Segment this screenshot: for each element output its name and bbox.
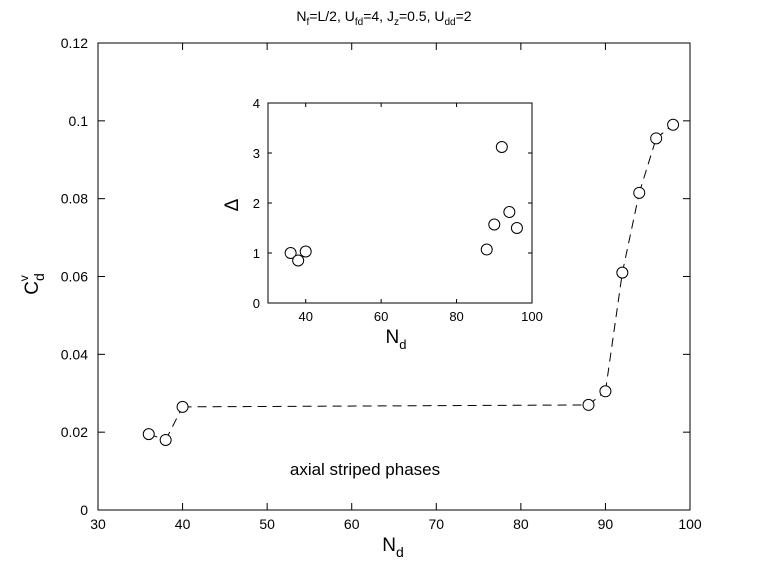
- main-y-axis-label: Cdv: [17, 273, 47, 295]
- series-line-segment: [604, 272, 623, 392]
- data-point: [599, 385, 612, 398]
- data-point: [495, 141, 508, 153]
- data-point: [176, 400, 189, 413]
- main-axis-ticks: 30 40 50 60 70 80 90 10000.020.040.060.080.10.1…: [61, 35, 702, 532]
- y-tick-label: 0.02: [61, 424, 88, 440]
- data-point: [582, 398, 595, 411]
- main-series: [142, 118, 680, 446]
- annotation-axial-striped-phases: axial striped phases: [290, 460, 440, 479]
- y-tick-label: 4: [253, 96, 260, 111]
- series-line-segment: [638, 138, 657, 193]
- y-tick-label: 0.1: [69, 113, 89, 129]
- x-tick-label: 80: [513, 516, 529, 532]
- data-point: [299, 245, 312, 258]
- data-point: [142, 428, 155, 441]
- data-point: [616, 266, 629, 279]
- y-tick-label: 0.06: [61, 269, 88, 285]
- data-point: [292, 254, 305, 267]
- data-point: [159, 433, 172, 446]
- data-point: [488, 218, 501, 231]
- x-tick-label: 100: [678, 516, 702, 532]
- x-tick-label: 100: [521, 309, 543, 324]
- data-point: [284, 247, 297, 259]
- series-line-segment: [182, 404, 589, 408]
- x-tick-label: 30: [90, 516, 106, 532]
- x-tick-label: 90: [598, 516, 614, 532]
- inset-x-axis-label: Nd: [386, 327, 407, 352]
- data-point: [667, 118, 680, 131]
- y-tick-label: 3: [253, 146, 260, 161]
- inset-series: [284, 141, 523, 267]
- x-tick-label: 60: [344, 516, 360, 532]
- data-point: [633, 186, 646, 199]
- chart-title: Nf=L/2, Ufd=4, Jz=0.5, Udd=2: [296, 8, 471, 28]
- y-tick-label: 0: [80, 502, 88, 518]
- main-x-axis-label: Nd: [382, 535, 404, 560]
- x-tick-label: 60: [374, 309, 388, 324]
- x-tick-label: 40: [175, 516, 191, 532]
- x-tick-label: 70: [428, 516, 444, 532]
- y-tick-label: 2: [253, 196, 260, 211]
- data-point: [650, 132, 663, 145]
- y-tick-label: 0: [253, 296, 260, 311]
- x-tick-label: 80: [449, 309, 463, 324]
- y-tick-label: 0.04: [61, 346, 88, 362]
- series-line-segment: [165, 406, 184, 441]
- x-tick-label: 40: [298, 309, 312, 324]
- data-point: [503, 206, 516, 218]
- y-tick-label: 1: [253, 246, 260, 261]
- inset-y-axis-label: Δ: [222, 198, 243, 211]
- data-point: [480, 243, 493, 256]
- data-point: [510, 222, 523, 234]
- inset-axis-ticks: 40 60 80 100 0 1 2 3 4: [253, 96, 543, 324]
- inset-plot-frame: [267, 102, 533, 304]
- x-tick-label: 50: [259, 516, 275, 532]
- y-tick-label: 0.12: [61, 35, 88, 51]
- y-tick-label: 0.08: [61, 191, 88, 207]
- series-line-segment: [621, 192, 640, 273]
